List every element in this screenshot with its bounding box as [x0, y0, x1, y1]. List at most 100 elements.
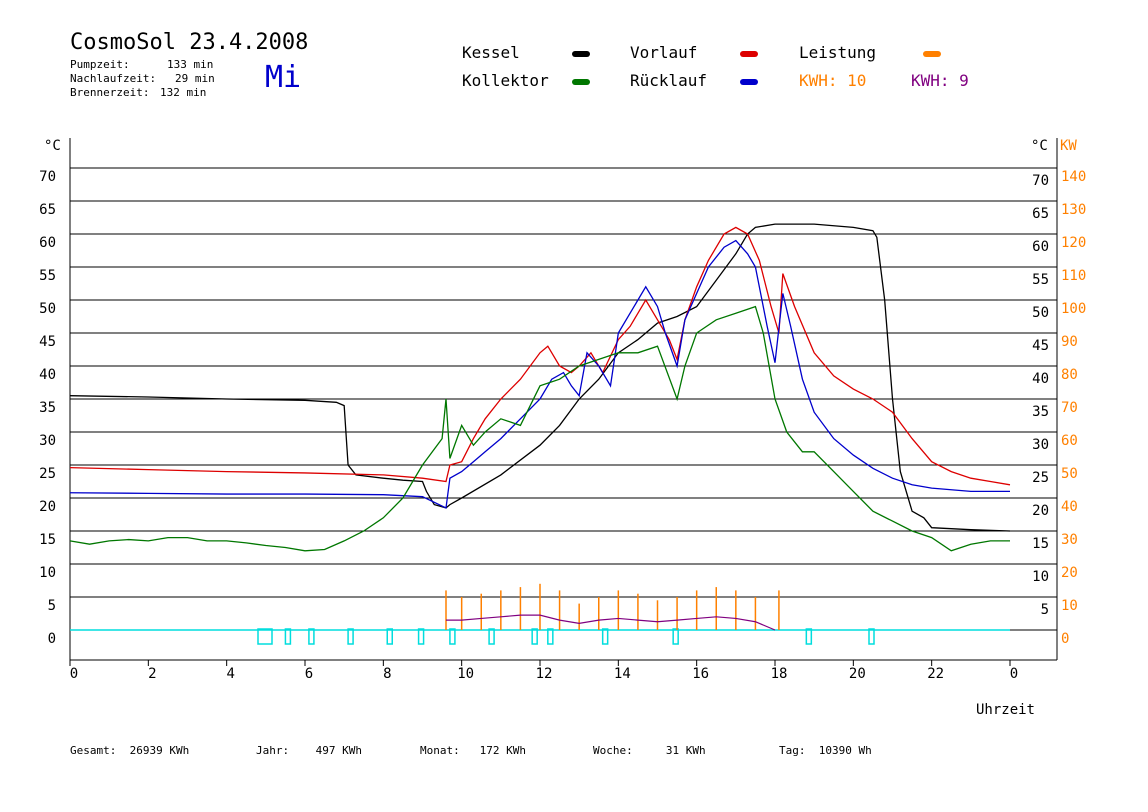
footer-jahr: Jahr: 497 KWh: [256, 744, 362, 757]
x-tick-label: 2: [148, 666, 156, 682]
stat-brennerzeit-label: Brennerzeit:: [70, 86, 150, 99]
legend-kwh-orange: KWH: 10: [799, 71, 867, 90]
y-tick-left: 20: [39, 499, 56, 515]
footer-monat: Monat: 172 KWh: [420, 744, 526, 757]
stat-nachlaufzeit-label: Nachlaufzeit:: [70, 72, 157, 85]
y-tick-right-kw: 40: [1061, 499, 1078, 515]
y-tick-left: 70: [39, 169, 56, 185]
y-tick-right-kw: 20: [1061, 565, 1078, 581]
y-tick-left: 45: [39, 334, 56, 350]
x-axis-label: Uhrzeit: [976, 702, 1035, 718]
footer-gesamt: Gesamt: 26939 KWh: [70, 744, 190, 757]
y-tick-right-kw: 60: [1061, 433, 1078, 449]
pump-marker: [547, 628, 554, 645]
y-tick-right-c: 35: [1032, 404, 1049, 420]
y-tick-left: 60: [39, 235, 56, 251]
legend-kollektor-swatch: [572, 79, 590, 85]
pump-marker: [449, 628, 456, 645]
y-tick-right-kw: 50: [1061, 466, 1078, 482]
x-tick-label: 6: [305, 666, 313, 682]
series-line-vorlauf: [69, 226, 1011, 486]
y-tick-right-kw: 100: [1061, 301, 1086, 317]
pump-marker: [868, 628, 875, 645]
x-tick-label: 4: [226, 666, 234, 682]
x-tick-label: 18: [771, 666, 788, 682]
x-tick-label: 10: [457, 666, 474, 682]
y-tick-right-c: 40: [1032, 371, 1049, 387]
x-tick-label: 22: [927, 666, 944, 682]
day-label: Mi: [265, 60, 302, 95]
pump-marker: [347, 628, 354, 645]
pump-marker: [386, 628, 393, 645]
x-tick-label: 14: [614, 666, 631, 682]
y-tick-right-c: 20: [1032, 503, 1049, 519]
kwh-purple-line: [446, 614, 776, 631]
pump-marker: [672, 628, 679, 645]
y-tick-right-kw: 110: [1061, 268, 1086, 284]
pump-marker: [308, 628, 315, 645]
y-axis-label-left: °C: [44, 138, 61, 154]
legend-kwh-purple: KWH: 9: [911, 71, 969, 90]
stat-pumpzeit-label: Pumpzeit:: [70, 58, 130, 71]
y-tick-right-c: 65: [1032, 206, 1049, 222]
y-tick-right-kw: 130: [1061, 202, 1086, 218]
series-line-rücklauf: [69, 239, 1010, 509]
y-tick-right-c: 30: [1032, 437, 1049, 453]
stat-pumpzeit-value: 133 min: [167, 58, 214, 71]
y-tick-right-kw: 90: [1061, 334, 1078, 350]
pump-marker: [805, 628, 813, 645]
y-tick-left: 30: [39, 433, 56, 449]
legend-kessel-label: Kessel: [462, 43, 520, 62]
x-tick-label: 0: [1010, 666, 1018, 682]
y-tick-right-c: 25: [1032, 470, 1049, 486]
chart-title: CosmoSol 23.4.2008: [70, 30, 309, 55]
y-tick-right-c: 70: [1032, 173, 1049, 189]
stat-nachlaufzeit-value: 29 min: [175, 72, 215, 85]
y-tick-right-kw: 80: [1061, 367, 1078, 383]
y-tick-right-c: 10: [1032, 569, 1049, 585]
y-tick-right-kw: 30: [1061, 532, 1078, 548]
stat-brennerzeit-value: 132 min: [160, 86, 207, 99]
pump-marker: [488, 628, 495, 645]
y-tick-left: 0: [48, 631, 56, 647]
y-tick-right-c: 45: [1032, 338, 1049, 354]
y-tick-left: 25: [39, 466, 56, 482]
series-line-kessel: [69, 223, 1011, 532]
x-tick-label: 12: [536, 666, 553, 682]
pump-marker: [417, 628, 425, 645]
y-tick-left: 50: [39, 301, 56, 317]
legend-kollektor-label: Kollektor: [462, 71, 549, 90]
legend-leistung-swatch: [923, 51, 941, 57]
y-tick-left: 65: [39, 202, 56, 218]
y-tick-right-c: 50: [1032, 305, 1049, 321]
legend-kessel-swatch: [572, 51, 590, 57]
y-tick-left: 15: [39, 532, 56, 548]
y-tick-right-kw: 0: [1061, 631, 1069, 647]
legend-leistung-label: Leistung: [799, 43, 877, 62]
legend-vorlauf-label: Vorlauf: [630, 43, 698, 62]
y-tick-right-kw: 10: [1061, 598, 1078, 614]
pump-marker: [601, 628, 609, 645]
y-tick-left: 35: [39, 400, 56, 416]
footer-woche: Woche: 31 KWh: [593, 744, 706, 757]
y-tick-right-kw: 120: [1061, 235, 1086, 251]
y-axis-label-right-kw: KW: [1060, 138, 1077, 154]
x-tick-label: 0: [70, 666, 78, 682]
y-tick-right-c: 55: [1032, 272, 1049, 288]
x-tick-label: 16: [692, 666, 709, 682]
y-axis-label-right-c: °C: [1031, 138, 1048, 154]
pump-marker: [284, 628, 292, 645]
x-tick-label: 20: [849, 666, 866, 682]
y-tick-left: 40: [39, 367, 56, 383]
y-tick-right-c: 5: [1041, 602, 1049, 618]
legend-ruecklauf-swatch: [740, 79, 758, 85]
pump-marker: [531, 628, 538, 645]
y-tick-right-kw: 140: [1061, 169, 1086, 185]
legend-ruecklauf-label: Rücklauf: [630, 71, 708, 90]
y-tick-right-c: 60: [1032, 239, 1049, 255]
y-tick-right-kw: 70: [1061, 400, 1078, 416]
legend-vorlauf-swatch: [740, 51, 758, 57]
y-tick-right-c: 15: [1032, 536, 1049, 552]
y-tick-left: 10: [39, 565, 56, 581]
